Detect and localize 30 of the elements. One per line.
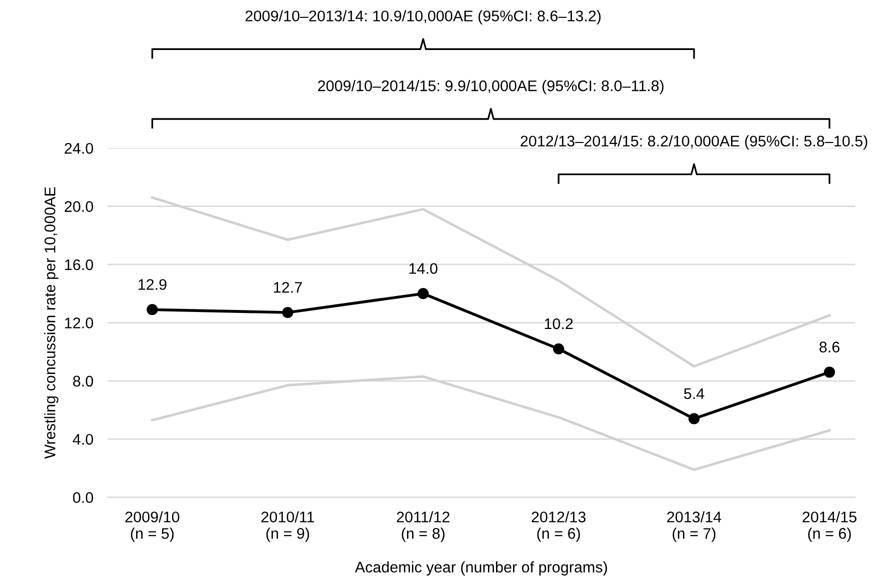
point bbox=[418, 288, 429, 300]
text: 2009/10–2013/14: 10.9/10,000AE (95%CI: 8.6–13.2) bbox=[246, 10, 601, 24]
data-label: 12.7 bbox=[274, 282, 302, 293]
x-axis-title: Academic year (number of programs) bbox=[354, 561, 607, 576]
y-tick-label: 8.0 bbox=[73, 376, 94, 387]
text: 2009/10–2014/15: 9.9/10,000AE (95%CI: 8.0–11.8) bbox=[318, 80, 664, 94]
point bbox=[824, 366, 836, 378]
data-label: 14.0 bbox=[409, 263, 438, 274]
x-tick-label: 2013/14 (n = 7) bbox=[667, 511, 722, 542]
data-label: 12.9 bbox=[138, 279, 166, 290]
x-tick-label: 2011/12 (n = 8) bbox=[396, 511, 450, 542]
y-axis-title: Wrestling concussion rate per 10,000AE bbox=[44, 187, 58, 459]
y-tick-label: 4.0 bbox=[72, 434, 94, 445]
y-tick-label: 24.0 bbox=[64, 142, 94, 154]
data-label: 5.4 bbox=[684, 388, 704, 400]
y-tick-label: 20.0 bbox=[64, 201, 94, 212]
x-tick-label: 2014/15 (n = 6) bbox=[802, 511, 856, 542]
y-tick-label: 12.0 bbox=[65, 318, 94, 328]
x-tick-label: 2012/13 (n = 6) bbox=[532, 511, 586, 542]
data-label: 8.6 bbox=[820, 342, 840, 352]
point bbox=[282, 306, 294, 318]
y-tick-label: 16.0 bbox=[65, 259, 94, 270]
y-tick-label: 0.0 bbox=[73, 492, 94, 503]
point bbox=[553, 343, 564, 354]
point bbox=[146, 304, 158, 316]
x-tick-label: 2009/10 (n = 5) bbox=[125, 511, 180, 542]
point bbox=[688, 413, 700, 424]
data-label: 10.2 bbox=[544, 318, 573, 330]
x-tick-label: 2010/11 (n = 9) bbox=[261, 511, 314, 542]
annotation: 2012/13–2014/15: 8.2/10,000AE (95%CI: 5.8–10.5) bbox=[520, 135, 868, 150]
